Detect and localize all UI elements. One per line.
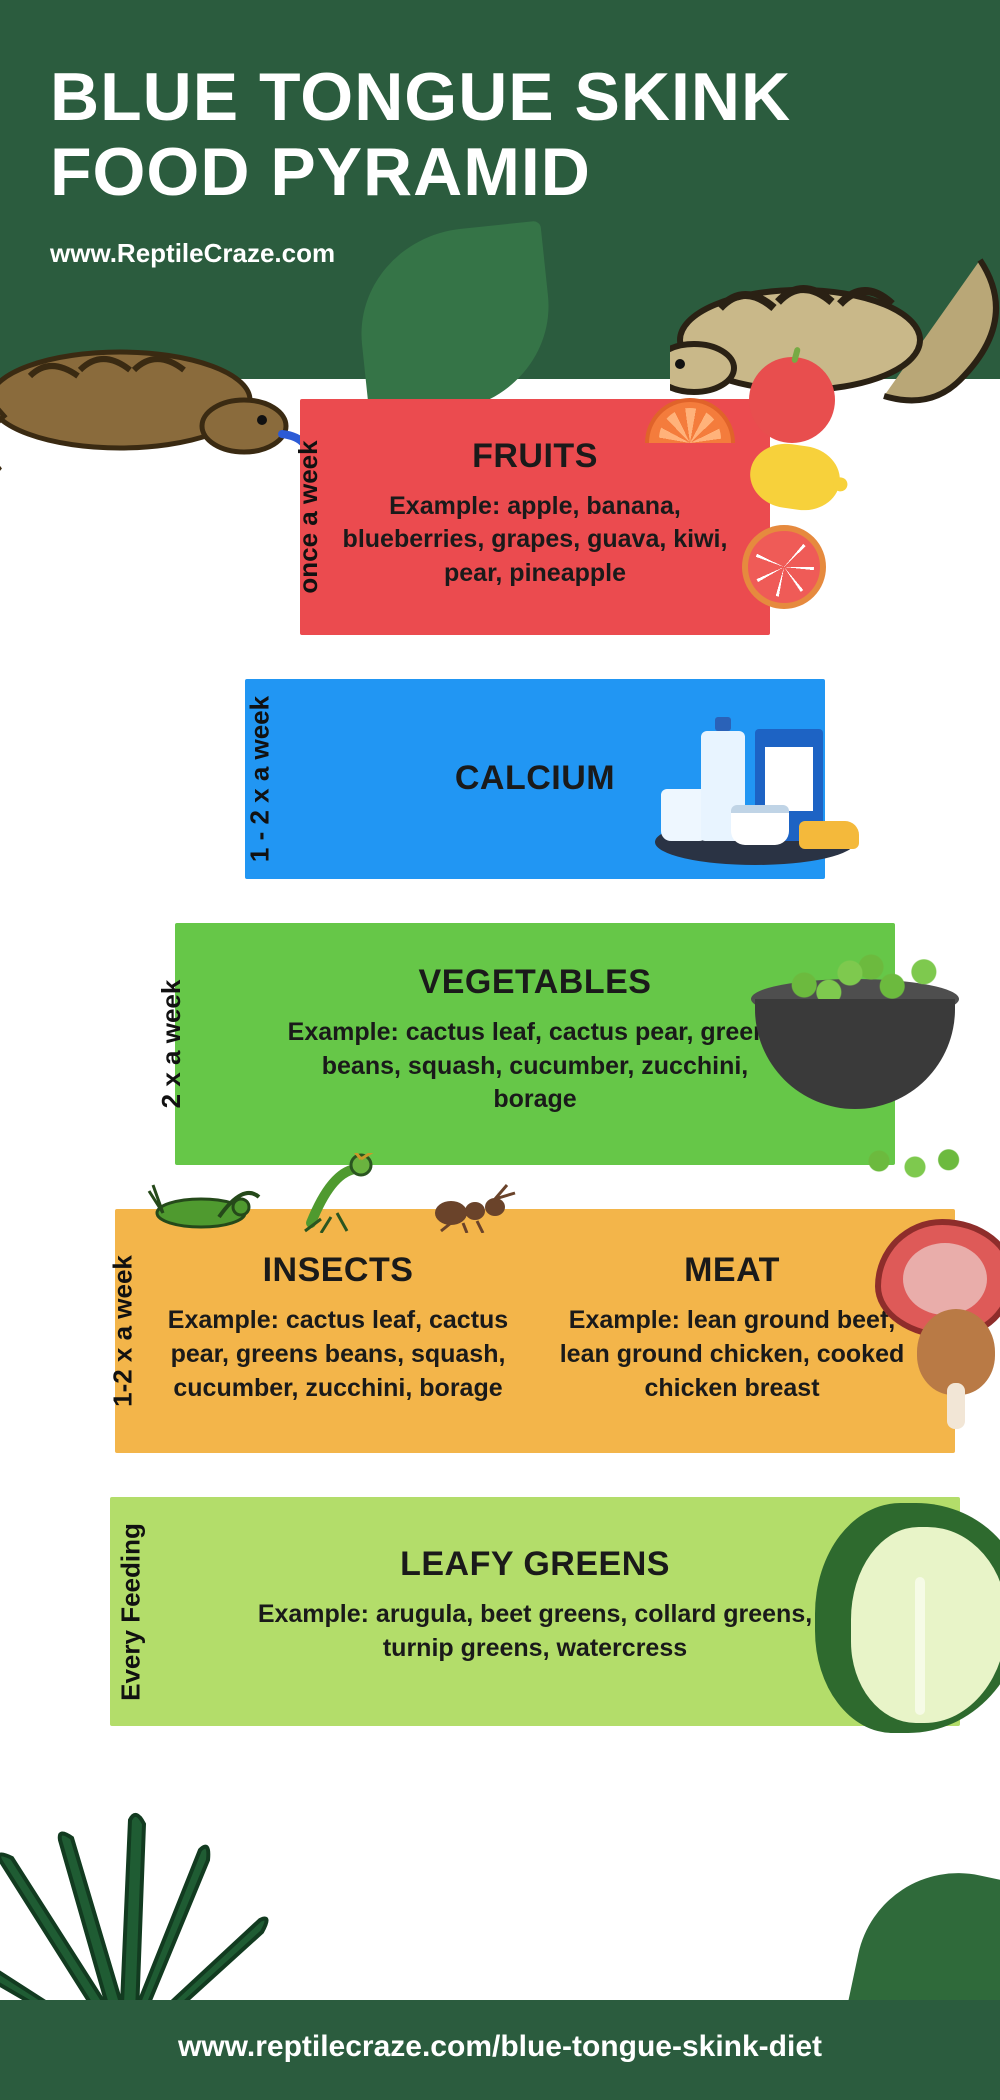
site-url-top: www.ReptileCraze.com xyxy=(50,238,950,269)
tier-example: Example: cactus leaf, cactus pear, green… xyxy=(151,1304,525,1405)
column-meat: MEAT Example: lean ground beef, lean gro… xyxy=(545,1251,919,1405)
page-title: BLUE TONGUE SKINK FOOD PYRAMID xyxy=(50,60,950,210)
tier-box: VEGETABLES Example: cactus leaf, cactus … xyxy=(175,923,895,1165)
frequency-label: 1 - 2 x a week xyxy=(245,696,276,862)
tier-heading: CALCIUM xyxy=(455,759,615,798)
tier-box: INSECTS Example: cactus leaf, cactus pea… xyxy=(115,1209,955,1453)
tier-example: Example: lean ground beef, lean ground c… xyxy=(545,1304,919,1405)
tier-heading: FRUITS xyxy=(340,437,730,476)
tier-insects-meat: 1-2 x a week INSECTS Example: cactus lea… xyxy=(115,1209,955,1453)
tier-box: FRUITS Example: apple, banana, blueberri… xyxy=(300,399,770,635)
tier-example: Example: arugula, beet greens, collard g… xyxy=(190,1598,880,1666)
tier-heading: INSECTS xyxy=(151,1251,525,1290)
tier-heading: MEAT xyxy=(545,1251,919,1290)
frequency-label: Every Feeding xyxy=(115,1523,146,1701)
frequency-label: 2 x a week xyxy=(156,980,187,1109)
footer-url: www.reptilecraze.com/blue-tongue-skink-d… xyxy=(178,2030,822,2063)
tier-box: CALCIUM xyxy=(245,679,825,879)
tier-example: Example: apple, banana, blueberries, gra… xyxy=(340,490,730,591)
tier-box: LEAFY GREENS Example: arugula, beet gree… xyxy=(110,1497,960,1726)
header: BLUE TONGUE SKINK FOOD PYRAMID www.Repti… xyxy=(0,0,1000,379)
tier-vegetables: 2 x a week VEGETABLES Example: cactus le… xyxy=(175,923,895,1165)
frequency-label: 1-2 x a week xyxy=(107,1255,138,1407)
food-pyramid: once a week FRUITS Example: apple, banan… xyxy=(0,399,1000,1856)
column-insects: INSECTS Example: cactus leaf, cactus pea… xyxy=(151,1251,525,1405)
frequency-label: once a week xyxy=(293,440,324,593)
tier-heading: VEGETABLES xyxy=(215,963,855,1002)
footer: www.reptilecraze.com/blue-tongue-skink-d… xyxy=(0,2000,1000,2100)
tier-heading: LEAFY GREENS xyxy=(190,1545,880,1584)
tier-calcium: 1 - 2 x a week CALCIUM xyxy=(245,679,825,879)
tier-leafy-greens: Every Feeding LEAFY GREENS Example: arug… xyxy=(110,1497,960,1726)
tier-fruits: once a week FRUITS Example: apple, banan… xyxy=(300,399,770,635)
tier-example: Example: cactus leaf, cactus pear, green… xyxy=(215,1016,855,1117)
